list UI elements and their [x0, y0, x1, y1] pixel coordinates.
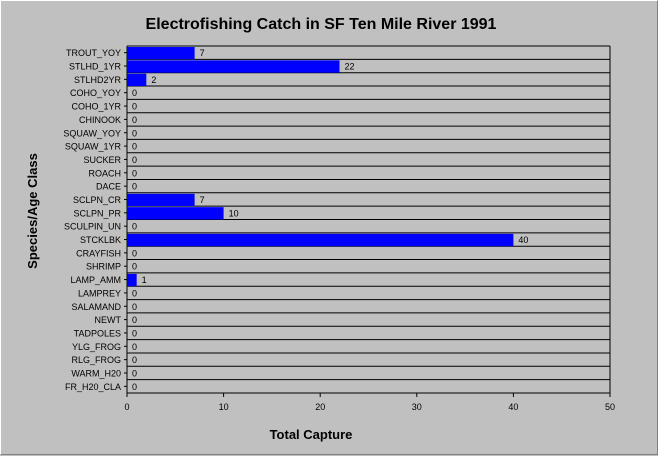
data-label: 0 [132, 155, 137, 165]
category-label: STCKLBK [80, 235, 121, 245]
category-label: WARM_H20 [71, 368, 121, 378]
category-label: RLG_FROG [71, 355, 121, 365]
data-label: 0 [132, 382, 137, 392]
x-tick-label: 50 [605, 402, 615, 412]
bar [127, 193, 195, 207]
data-label: 0 [132, 315, 137, 325]
category-label: SCLPN_CR [73, 195, 122, 205]
data-label: 7 [200, 195, 205, 205]
category-label: COHO_1YR [71, 102, 121, 112]
category-label: CRAYFISH [76, 248, 121, 258]
category-label: SQUAW_1YR [65, 142, 122, 152]
category-label: TADPOLES [74, 328, 121, 338]
data-label: 0 [132, 168, 137, 178]
data-label: 10 [229, 208, 239, 218]
data-label: 0 [132, 142, 137, 152]
category-label: CHINOOK [79, 115, 121, 125]
data-label: 0 [132, 355, 137, 365]
category-label: LAMP_AMM [70, 275, 121, 285]
category-label: SUCKER [83, 155, 121, 165]
data-label: 2 [151, 75, 156, 85]
bar [127, 273, 137, 287]
data-label: 22 [345, 62, 355, 72]
x-axis-title: Total Capture [270, 427, 353, 442]
category-label: SALAMAND [71, 302, 121, 312]
x-tick-label: 0 [124, 402, 129, 412]
category-label: STLHD_1YR [69, 62, 122, 72]
category-label: NEWT [95, 315, 122, 325]
y-axis-title: Species/Age Class [25, 153, 40, 269]
data-label: 40 [518, 235, 528, 245]
bar [127, 60, 340, 73]
data-label: 0 [132, 368, 137, 378]
category-label: YLG_FROG [72, 342, 121, 352]
data-label: 0 [132, 115, 137, 125]
data-label: 0 [132, 288, 137, 298]
data-label: 0 [132, 128, 137, 138]
category-label: ROACH [88, 168, 121, 178]
data-label: 0 [132, 248, 137, 258]
x-tick-label: 20 [315, 402, 325, 412]
category-label: FR_H20_CLA [65, 382, 121, 392]
data-label: 7 [200, 48, 205, 58]
data-label: 0 [132, 102, 137, 112]
data-label: 0 [132, 88, 137, 98]
data-label: 0 [132, 222, 137, 232]
bar [127, 47, 195, 60]
category-label: DACE [96, 182, 121, 192]
x-tick-label: 40 [508, 402, 518, 412]
data-label: 1 [142, 275, 147, 285]
category-label: STLHD2YR [74, 75, 122, 85]
data-label: 0 [132, 182, 137, 192]
data-label: 0 [132, 302, 137, 312]
data-label: 0 [132, 262, 137, 272]
x-tick-label: 30 [412, 402, 422, 412]
category-label: SHRIMP [86, 262, 121, 272]
bar [127, 233, 514, 247]
category-label: LAMPREY [78, 288, 121, 298]
category-label: SCLPN_PR [73, 208, 121, 218]
bar [127, 207, 224, 220]
x-tick-label: 10 [219, 402, 229, 412]
category-label: SCULPIN_UN [64, 222, 121, 232]
data-label: 0 [132, 328, 137, 338]
category-label: COHO_YOY [70, 88, 121, 98]
bar [127, 73, 147, 87]
category-label: TROUT_YOY [66, 48, 121, 58]
chart-title: Electrofishing Catch in SF Ten Mile Rive… [146, 16, 497, 33]
category-label: SQUAW_YOY [63, 128, 121, 138]
data-label: 0 [132, 342, 137, 352]
